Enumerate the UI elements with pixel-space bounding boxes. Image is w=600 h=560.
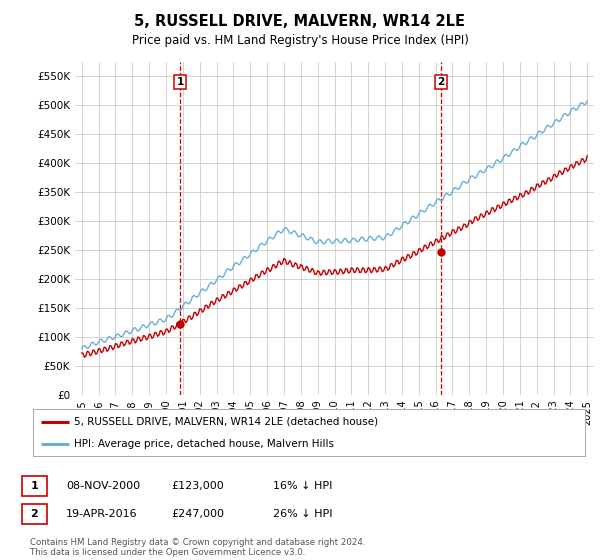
Text: 26% ↓ HPI: 26% ↓ HPI <box>273 509 332 519</box>
Text: 2: 2 <box>437 77 444 87</box>
Text: HPI: Average price, detached house, Malvern Hills: HPI: Average price, detached house, Malv… <box>74 438 334 449</box>
Text: £247,000: £247,000 <box>171 509 224 519</box>
Text: 5, RUSSELL DRIVE, MALVERN, WR14 2LE: 5, RUSSELL DRIVE, MALVERN, WR14 2LE <box>134 14 466 29</box>
Text: 08-NOV-2000: 08-NOV-2000 <box>66 481 140 491</box>
Text: 5, RUSSELL DRIVE, MALVERN, WR14 2LE (detached house): 5, RUSSELL DRIVE, MALVERN, WR14 2LE (det… <box>74 417 379 427</box>
Text: Contains HM Land Registry data © Crown copyright and database right 2024.
This d: Contains HM Land Registry data © Crown c… <box>30 538 365 557</box>
Text: Price paid vs. HM Land Registry's House Price Index (HPI): Price paid vs. HM Land Registry's House … <box>131 34 469 46</box>
Text: 16% ↓ HPI: 16% ↓ HPI <box>273 481 332 491</box>
Text: 2: 2 <box>31 509 38 519</box>
Text: 19-APR-2016: 19-APR-2016 <box>66 509 137 519</box>
Text: £123,000: £123,000 <box>171 481 224 491</box>
Text: 1: 1 <box>176 77 184 87</box>
Text: 1: 1 <box>31 481 38 491</box>
